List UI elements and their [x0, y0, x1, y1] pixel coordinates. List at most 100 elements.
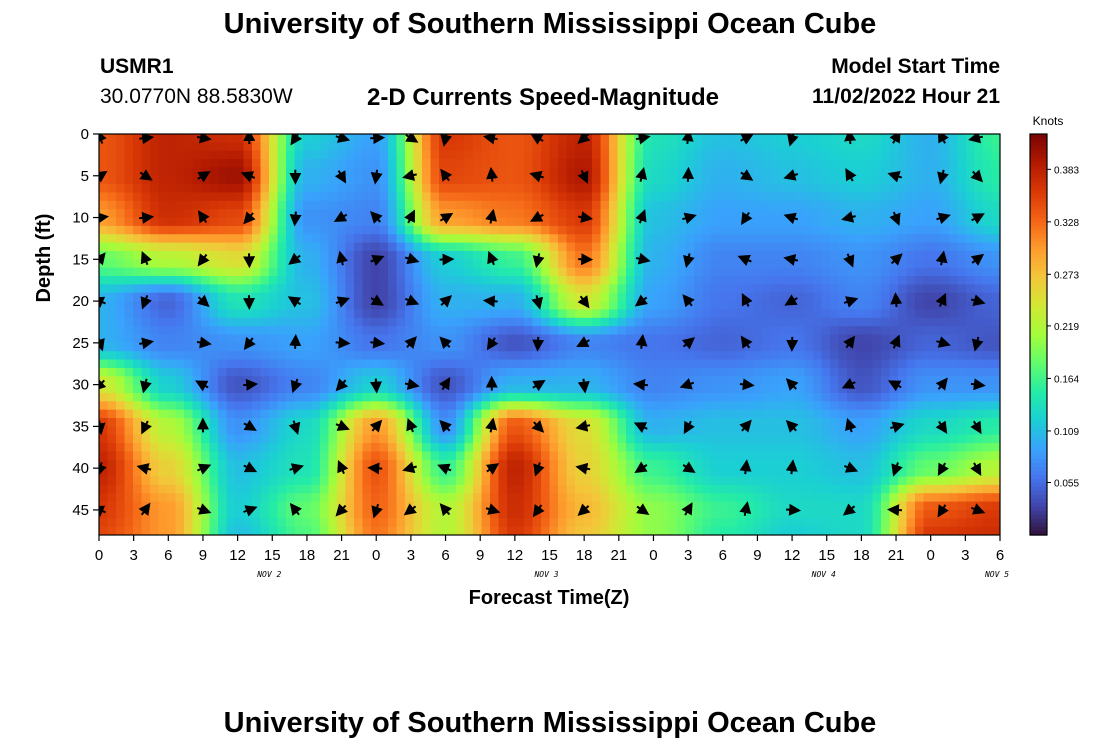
heat-cell	[362, 459, 372, 469]
heat-cell	[685, 326, 695, 336]
heat-cell	[728, 142, 738, 152]
heat-cell	[651, 167, 661, 177]
heat-cell	[311, 434, 321, 444]
heat-cell	[464, 409, 474, 419]
heat-cell	[762, 184, 772, 194]
heat-cell	[711, 242, 721, 252]
heat-cell	[99, 526, 109, 535]
heat-cell	[983, 242, 993, 252]
heat-cell	[294, 200, 304, 210]
heat-cell	[167, 493, 177, 503]
heat-cell	[192, 367, 202, 377]
heat-cell	[770, 493, 780, 503]
heat-cell	[558, 150, 568, 160]
heat-cell	[192, 159, 202, 169]
heat-cell	[745, 518, 755, 528]
heat-cell	[541, 301, 551, 311]
heat-cell	[209, 434, 219, 444]
heat-cell	[235, 309, 245, 319]
heat-cell	[796, 476, 806, 486]
heat-cell	[430, 284, 440, 294]
heat-cell	[422, 225, 432, 235]
heat-cell	[949, 209, 959, 219]
heat-cell	[813, 501, 823, 511]
heat-cell	[838, 342, 848, 352]
heat-cell	[719, 250, 729, 260]
heat-cell	[328, 476, 338, 486]
heat-cell	[218, 142, 228, 152]
heat-cell	[660, 217, 670, 227]
heat-cell	[320, 184, 330, 194]
heat-cell	[949, 434, 959, 444]
heat-cell	[626, 309, 636, 319]
heat-cell	[490, 150, 500, 160]
heat-cell	[507, 259, 517, 269]
heat-cell	[464, 317, 474, 327]
heat-cell	[991, 200, 1000, 210]
heat-cell	[107, 259, 117, 269]
heat-cell	[830, 409, 840, 419]
heat-cell	[337, 142, 347, 152]
heat-cell	[728, 376, 738, 386]
heat-cell	[889, 409, 899, 419]
heat-cell	[498, 234, 508, 244]
heat-cell	[728, 476, 738, 486]
heat-cell	[609, 401, 619, 411]
heat-cell	[923, 367, 933, 377]
heat-cell	[736, 342, 746, 352]
heat-cell	[354, 334, 364, 344]
heat-cell	[711, 376, 721, 386]
heat-cell	[566, 426, 576, 436]
heat-cell	[583, 225, 593, 235]
heat-cell	[252, 443, 262, 453]
heat-cell	[532, 242, 542, 252]
heat-cell	[184, 468, 194, 478]
heat-cell	[923, 392, 933, 402]
heat-cell	[218, 276, 228, 285]
heat-cell	[915, 142, 925, 152]
heat-cell	[226, 317, 236, 327]
heat-cell	[260, 134, 270, 143]
heat-cell	[371, 317, 381, 327]
heat-cell	[575, 301, 585, 311]
heat-cell	[311, 301, 321, 311]
heat-cell	[719, 259, 729, 269]
heat-cell	[498, 509, 508, 519]
heat-cell	[991, 234, 1000, 244]
heat-cell	[192, 259, 202, 269]
heat-cell	[830, 342, 840, 352]
heat-cell	[218, 242, 228, 252]
heat-cell	[643, 351, 653, 361]
heat-cell	[932, 309, 942, 319]
heat-cell	[226, 175, 236, 185]
heat-cell	[779, 192, 789, 202]
heat-cell	[651, 342, 661, 352]
heat-cell	[796, 518, 806, 528]
heat-cell	[847, 234, 857, 244]
heat-cell	[957, 225, 967, 235]
heat-cell	[549, 309, 559, 319]
heat-cell	[668, 367, 678, 377]
heat-cell	[753, 493, 763, 503]
heat-cell	[643, 276, 653, 285]
heat-cell	[974, 192, 984, 202]
heat-cell	[694, 443, 704, 453]
heat-cell	[617, 259, 627, 269]
heat-cell	[422, 418, 432, 427]
heat-cell	[651, 276, 661, 285]
heat-cell	[379, 334, 389, 344]
heat-cell	[473, 301, 483, 311]
heat-cell	[345, 443, 355, 453]
heat-cell	[762, 367, 772, 377]
heat-cell	[872, 443, 882, 453]
heat-cell	[753, 134, 763, 143]
heat-cell	[133, 284, 143, 294]
heat-cell	[932, 392, 942, 402]
heat-cell	[694, 317, 704, 327]
heat-cell	[694, 392, 704, 402]
heat-cell	[515, 418, 525, 427]
heat-cell	[311, 259, 321, 269]
heat-cell	[175, 184, 185, 194]
heat-cell	[991, 392, 1000, 402]
heat-cell	[770, 509, 780, 519]
